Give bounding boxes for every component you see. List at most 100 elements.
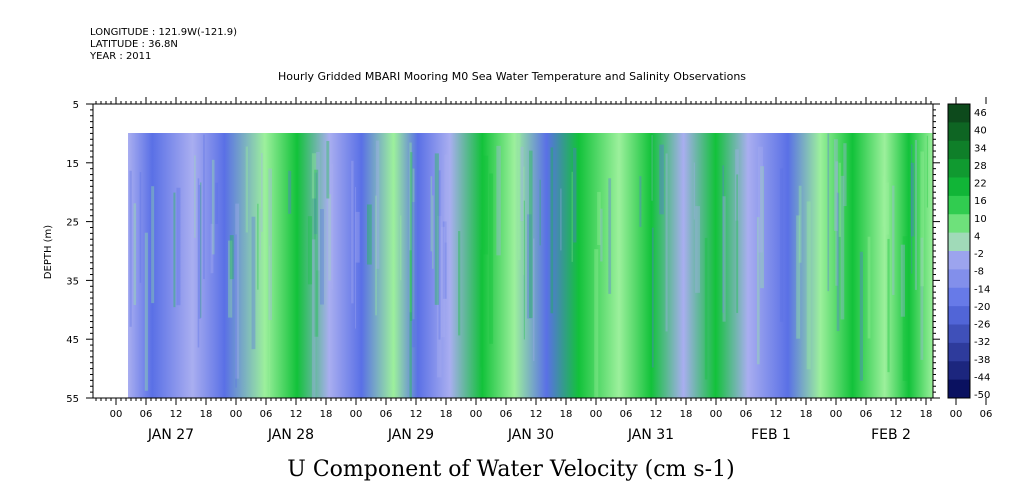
- x-hour-label: 12: [170, 409, 183, 420]
- heatmap-streak: [573, 147, 577, 243]
- y-tick-label: 5: [73, 100, 79, 111]
- colorbar-label: -44: [974, 372, 990, 383]
- y-tick-label: 35: [66, 276, 79, 287]
- heatmap-streak: [806, 201, 811, 370]
- heatmap-streak: [176, 187, 181, 306]
- heatmap-field: [128, 133, 933, 398]
- heatmap-streak: [198, 184, 201, 319]
- colorbar-box: [948, 269, 970, 289]
- colorbar-label: 34: [974, 143, 987, 154]
- colorbar-label: 28: [974, 161, 987, 172]
- heatmap-streak: [902, 236, 908, 381]
- colorbar-frame: [947, 103, 971, 399]
- x-hour-label: 12: [410, 409, 423, 420]
- colorbar-box: [948, 251, 970, 270]
- colorbar-box: [948, 104, 970, 123]
- heatmap-streak: [210, 223, 214, 274]
- x-hour-label: 18: [800, 409, 813, 420]
- heatmap-streak: [307, 216, 313, 285]
- heatmap-streak: [539, 179, 541, 246]
- x-day-label: JAN 30: [507, 427, 554, 443]
- heatmap-streak: [409, 250, 412, 398]
- heatmap-streak: [910, 162, 915, 237]
- heatmap-streak: [911, 144, 913, 274]
- heatmap-streak: [914, 139, 917, 290]
- colorbar-label: 16: [974, 196, 987, 207]
- heatmap-streak: [480, 249, 482, 368]
- x-hour-label: 18: [320, 409, 333, 420]
- x-hour-label: 18: [920, 409, 933, 420]
- heatmap-streak: [190, 233, 195, 398]
- colorbar-label: -32: [974, 337, 990, 348]
- heatmap-streak: [523, 166, 525, 275]
- x-day-label: JAN 27: [147, 427, 194, 443]
- colorbar-box: [948, 287, 970, 307]
- x-hour-label: 00: [710, 409, 723, 420]
- heatmap-streak: [410, 152, 413, 321]
- heatmap-streak: [228, 240, 233, 318]
- x-hour-label: 00: [110, 409, 123, 420]
- heatmap-streak: [316, 151, 320, 271]
- heatmap-streak: [867, 236, 871, 339]
- colorbar-box: [948, 342, 970, 362]
- colorbar-label: 4: [974, 231, 980, 242]
- heatmap-streak: [529, 150, 533, 318]
- heatmap-streak: [882, 175, 884, 227]
- longitude-label: LONGITUDE : 121.9W(-121.9): [90, 27, 237, 38]
- colorbar-box: [948, 306, 970, 325]
- x-hour-label: 00: [230, 409, 243, 420]
- heatmap-streak: [437, 215, 442, 378]
- heatmap-streak: [412, 168, 415, 320]
- x-axis-label: U Component of Water Velocity (cm s-1): [287, 457, 734, 482]
- heatmap-streak: [288, 170, 292, 214]
- x-hour-label: 18: [200, 409, 213, 420]
- heatmap-streak: [608, 178, 612, 294]
- x-day-label: JAN 31: [627, 427, 674, 443]
- heatmap-streak: [203, 134, 205, 280]
- heatmap-streak: [833, 139, 838, 231]
- colorbar-label: -20: [974, 302, 990, 313]
- y-axis: 5 15 25 35 45 55: [66, 100, 940, 405]
- heatmap-streak: [520, 146, 524, 222]
- x-hour-label: 12: [890, 409, 903, 420]
- heatmap-streak: [235, 234, 237, 388]
- heatmap-streak: [430, 176, 433, 252]
- chart-title: Hourly Gridded MBARI Mooring M0 Sea Wate…: [278, 70, 746, 83]
- heatmap-streak: [483, 155, 489, 255]
- heatmap-streak: [257, 203, 259, 290]
- x-day-label: JAN 29: [387, 427, 434, 443]
- colorbar: 46 40 34 28 22 16 10 4 -2 -8 -14 -20 -26 -32 -38 -44 -50: [947, 103, 990, 401]
- heatmap-streak: [328, 194, 332, 281]
- heatmap-streaks: [129, 133, 928, 398]
- x-hour-label: 12: [530, 409, 543, 420]
- heatmap-streak: [693, 162, 695, 220]
- colorbar-box: [948, 122, 970, 142]
- heatmap-streak: [600, 208, 603, 262]
- x-hour-label: 06: [860, 409, 873, 420]
- heatmap-streak: [235, 203, 240, 379]
- x-hour-label: 00: [470, 409, 483, 420]
- heatmap-streak: [560, 188, 562, 251]
- heatmap-streak: [259, 207, 261, 260]
- heatmap-streak: [261, 153, 263, 232]
- x-day-label: FEB 2: [871, 427, 911, 443]
- x-hour-label: 06: [980, 409, 993, 420]
- heatmap-streak: [251, 216, 256, 350]
- y-axis-label: DEPTH (m): [43, 225, 54, 279]
- y-tick-label: 45: [66, 335, 79, 346]
- heatmap-streak: [836, 192, 840, 332]
- heatmap-streak: [838, 162, 842, 237]
- x-day-label: JAN 28: [267, 427, 314, 443]
- colorbar-box: [948, 324, 970, 344]
- latitude-label: LATITUDE : 36.8N: [90, 39, 178, 50]
- colorbar-box: [948, 195, 970, 215]
- heatmap-streak: [796, 215, 801, 339]
- heatmap-streak: [704, 237, 708, 380]
- x-hour-label: 12: [650, 409, 663, 420]
- colorbar-box: [948, 361, 970, 381]
- heatmap-streak: [311, 153, 317, 199]
- x-hour-label: 00: [590, 409, 603, 420]
- heatmap-streak: [409, 142, 412, 313]
- colorbar-label: 40: [974, 126, 987, 137]
